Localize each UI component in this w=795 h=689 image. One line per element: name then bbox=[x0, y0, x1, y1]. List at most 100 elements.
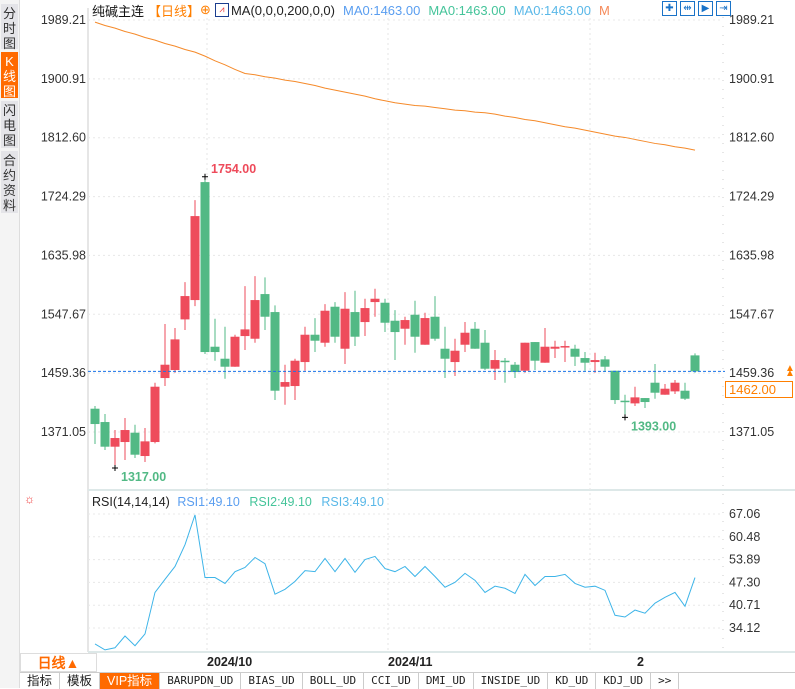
y-tick-label-right: 1547.67 bbox=[729, 307, 774, 321]
candle-body bbox=[460, 332, 470, 345]
candle-body bbox=[380, 302, 390, 323]
rsi3-value: RSI3:49.10 bbox=[321, 495, 384, 509]
crosshair-icon[interactable]: ✚ bbox=[662, 1, 677, 16]
tab-kline-chart[interactable]: K线图 bbox=[1, 52, 18, 99]
candle-body bbox=[610, 370, 620, 401]
ma-value: MA0:1463.00 bbox=[343, 2, 421, 18]
candle-body bbox=[180, 296, 190, 320]
ma-value: MA0:1463.00 bbox=[428, 2, 506, 18]
expand-up-icon[interactable]: ▲ ▲ bbox=[785, 363, 795, 379]
candle-body bbox=[500, 360, 510, 363]
sidebar: 分时图 K线图 闪电图 合约资料 bbox=[0, 0, 20, 688]
tab-inside[interactable]: INSIDE_UD bbox=[474, 673, 549, 689]
candle-body bbox=[520, 342, 530, 371]
y-tick-label-right: 1724.29 bbox=[729, 190, 774, 204]
candle-body bbox=[110, 438, 120, 447]
play-icon[interactable]: ▶ bbox=[698, 1, 713, 16]
candle-body bbox=[210, 346, 220, 353]
candle-body bbox=[680, 390, 690, 399]
x-axis-label: 2 bbox=[637, 655, 644, 669]
y-tick-label-right: 1635.98 bbox=[729, 248, 774, 262]
more-tabs-button[interactable]: >> bbox=[651, 673, 680, 689]
y-tick-label-left: 1989.21 bbox=[41, 13, 86, 27]
candle-body bbox=[350, 312, 360, 337]
candle-body bbox=[100, 422, 110, 447]
ma200-line bbox=[94, 21, 696, 151]
candle-body bbox=[620, 400, 630, 403]
x-axis-label: 2024/10 bbox=[207, 655, 252, 669]
candle-body bbox=[410, 314, 420, 337]
y-tick-label-left: 1371.05 bbox=[41, 425, 86, 439]
y-tick-label-right: 1900.91 bbox=[729, 72, 774, 86]
tab-kdj[interactable]: KDJ_UD bbox=[596, 673, 652, 689]
tab-flash-chart[interactable]: 闪电图 bbox=[1, 101, 18, 148]
chart-header: 纯碱主连 【日线】 ⊕ ⩘ MA(0,0,0,200,0,0) MA0:1463… bbox=[92, 2, 614, 19]
tab-barupdn[interactable]: BARUPDN_UD bbox=[160, 673, 242, 689]
x-axis-label: 2024/11 bbox=[388, 655, 433, 669]
y-tick-label-left: 1724.29 bbox=[41, 190, 86, 204]
candle-body bbox=[240, 329, 250, 337]
candle-body bbox=[130, 432, 140, 455]
current-price-label: 1462.00 bbox=[725, 381, 793, 398]
tab-boll[interactable]: BOLL_UD bbox=[303, 673, 365, 689]
tab-templates[interactable]: 模板 bbox=[60, 673, 101, 689]
candle-body bbox=[600, 359, 610, 367]
candle-body bbox=[480, 342, 490, 369]
add-icon[interactable]: ⊕ bbox=[200, 2, 211, 17]
candle-body bbox=[580, 358, 590, 363]
ma-label[interactable]: MA(0,0,0,200,0,0) bbox=[230, 2, 335, 18]
candle-body bbox=[320, 310, 330, 343]
candle-body bbox=[250, 300, 260, 339]
indicator-chart-icon[interactable]: ⩘ bbox=[214, 3, 229, 17]
tab-bias[interactable]: BIAS_UD bbox=[241, 673, 303, 689]
candle-body bbox=[300, 334, 310, 363]
candle-body bbox=[510, 364, 520, 373]
candle-body bbox=[690, 355, 700, 372]
tab-time-chart[interactable]: 分时图 bbox=[1, 4, 18, 51]
extreme-marker-icon bbox=[622, 414, 628, 421]
tab-contract-info[interactable]: 合约资料 bbox=[1, 151, 18, 213]
chart-toolbar: ✚ ⇹ ▶ ⇥ bbox=[662, 1, 731, 16]
ma-value: MA0:1463.00 bbox=[513, 2, 592, 18]
go-end-icon[interactable]: ⇥ bbox=[716, 1, 731, 16]
y-tick-label-left: 1900.91 bbox=[41, 72, 86, 86]
candle-body bbox=[530, 342, 540, 361]
tab-indicators[interactable]: 指标 bbox=[20, 673, 61, 689]
period-label[interactable]: 【日线】 bbox=[148, 3, 201, 19]
candle-body bbox=[560, 346, 570, 348]
tab-cci[interactable]: CCI_UD bbox=[364, 673, 419, 689]
rsi-tick-label: 34.12 bbox=[729, 621, 760, 635]
rsi-tick-label: 67.06 bbox=[729, 507, 760, 521]
candle-body bbox=[540, 346, 550, 363]
rsi-tick-label: 60.48 bbox=[729, 530, 760, 544]
candle-body bbox=[170, 339, 180, 371]
rsi-settings-icon[interactable]: ☼ bbox=[24, 492, 35, 506]
rsi-line bbox=[94, 514, 696, 651]
candle-body bbox=[140, 441, 150, 457]
high-price-annotation: 1754.00 bbox=[211, 162, 256, 176]
candle-body bbox=[330, 306, 340, 337]
candle-body bbox=[280, 382, 290, 387]
extreme-marker-icon bbox=[202, 173, 208, 180]
candle-body bbox=[220, 358, 230, 367]
y-tick-label-left: 1459.36 bbox=[41, 366, 86, 380]
candle-body bbox=[550, 346, 560, 349]
y-tick-label-right: 1459.36 bbox=[729, 366, 774, 380]
candle-body bbox=[660, 388, 670, 395]
rsi-label[interactable]: RSI(14,14,14) bbox=[92, 495, 170, 509]
rsi-tick-label: 53.89 bbox=[729, 553, 760, 567]
y-tick-label-left: 1812.60 bbox=[41, 131, 86, 145]
tab-vip-indicators[interactable]: VIP指标 bbox=[100, 673, 161, 689]
tab-dmi[interactable]: DMI_UD bbox=[419, 673, 474, 689]
extreme-marker-icon bbox=[112, 465, 118, 472]
candle-body bbox=[270, 312, 280, 391]
tab-kd[interactable]: KD_UD bbox=[548, 673, 597, 689]
indicator-tab-bar: 指标 模板 VIP指标 BARUPDN_UD BIAS_UD BOLL_UD C… bbox=[20, 672, 795, 689]
ma-value: M bbox=[599, 2, 610, 18]
zoom-fit-icon[interactable]: ⇹ bbox=[680, 1, 695, 16]
candle-body bbox=[200, 182, 210, 353]
period-selector[interactable]: 日线▲ bbox=[20, 653, 97, 672]
candle-body bbox=[340, 308, 350, 349]
candle-body bbox=[90, 408, 100, 425]
